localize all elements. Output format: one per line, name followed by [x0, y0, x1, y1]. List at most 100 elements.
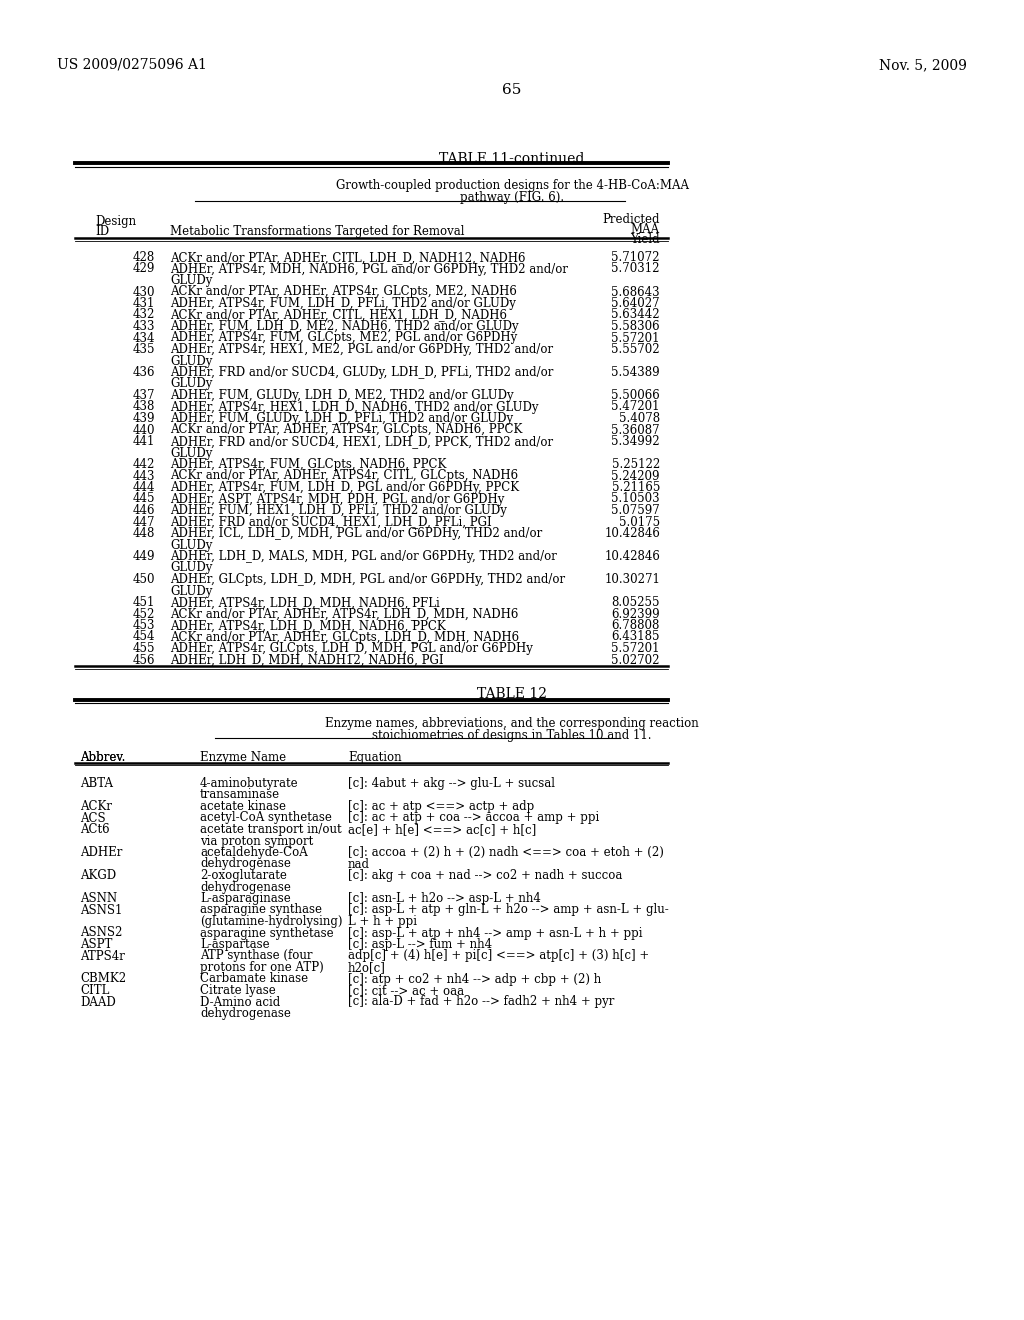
Text: ADHEr, FRD and/or SUCD4, HEX1, LDH_D, PPCK, THD2 and/or: ADHEr, FRD and/or SUCD4, HEX1, LDH_D, PP…	[170, 436, 553, 447]
Text: 432: 432	[133, 309, 155, 322]
Text: ATPS4r: ATPS4r	[80, 949, 125, 962]
Text: L + h + ppi: L + h + ppi	[348, 915, 417, 928]
Text: ACKr and/or PTAr, ADHEr, ATPS4r, GLCpts, ME2, NADH6: ACKr and/or PTAr, ADHEr, ATPS4r, GLCpts,…	[170, 285, 517, 298]
Text: ADHEr, ICL, LDH_D, MDH, PGL and/or G6PDHy, THD2 and/or: ADHEr, ICL, LDH_D, MDH, PGL and/or G6PDH…	[170, 527, 543, 540]
Text: [c]: 4abut + akg --> glu-L + sucsal: [c]: 4abut + akg --> glu-L + sucsal	[348, 777, 555, 789]
Text: ADHEr, ATPS4r, HEX1, ME2, PGL and/or G6PDHy, THD2 and/or: ADHEr, ATPS4r, HEX1, ME2, PGL and/or G6P…	[170, 343, 553, 356]
Text: 452: 452	[133, 607, 155, 620]
Text: acetate transport in/out: acetate transport in/out	[200, 822, 342, 836]
Text: GLUDy: GLUDy	[170, 378, 212, 391]
Text: ACKr and/or PTAr, ADHEr, GLCpts, LDH_D, MDH, NADH6: ACKr and/or PTAr, ADHEr, GLCpts, LDH_D, …	[170, 631, 519, 644]
Text: ACKr and/or PTAr, ADHEr, ATPS4r, GLCpts, NADH6, PPCK: ACKr and/or PTAr, ADHEr, ATPS4r, GLCpts,…	[170, 424, 522, 437]
Text: [c]: cit --> ac + oaa: [c]: cit --> ac + oaa	[348, 983, 464, 997]
Text: 445: 445	[132, 492, 155, 506]
Text: 438: 438	[133, 400, 155, 413]
Text: ADHEr, FUM, HEX1, LDH_D, PFLi, THD2 and/or GLUDy: ADHEr, FUM, HEX1, LDH_D, PFLi, THD2 and/…	[170, 504, 507, 517]
Text: 8.05255: 8.05255	[611, 597, 660, 609]
Text: GLUDy: GLUDy	[170, 355, 212, 367]
Text: 443: 443	[132, 470, 155, 483]
Text: ADHEr, FRD and/or SUCD4, GLUDy, LDH_D, PFLi, THD2 and/or: ADHEr, FRD and/or SUCD4, GLUDy, LDH_D, P…	[170, 366, 553, 379]
Text: 448: 448	[133, 527, 155, 540]
Text: MAA: MAA	[631, 223, 660, 236]
Text: 5.4078: 5.4078	[618, 412, 660, 425]
Text: Design: Design	[95, 215, 136, 228]
Text: 5.71072: 5.71072	[611, 251, 660, 264]
Text: 5.57201: 5.57201	[611, 642, 660, 655]
Text: Growth-coupled production designs for the 4-HB-CoA:MAA: Growth-coupled production designs for th…	[336, 180, 688, 191]
Text: 454: 454	[132, 631, 155, 644]
Text: ACKr and/or PTAr, ADHEr, CITL, HEX1, LDH_D, NADH6: ACKr and/or PTAr, ADHEr, CITL, HEX1, LDH…	[170, 309, 507, 322]
Text: D-Amino acid: D-Amino acid	[200, 995, 281, 1008]
Text: acetaldehyde-CoA: acetaldehyde-CoA	[200, 846, 308, 859]
Text: ASNS1: ASNS1	[80, 903, 123, 916]
Text: 440: 440	[132, 424, 155, 437]
Text: 430: 430	[132, 285, 155, 298]
Text: CBMK2: CBMK2	[80, 973, 126, 986]
Text: 5.02702: 5.02702	[611, 653, 660, 667]
Text: Yield: Yield	[631, 234, 660, 246]
Text: 5.70312: 5.70312	[611, 263, 660, 276]
Text: protons for one ATP): protons for one ATP)	[200, 961, 324, 974]
Text: ADHEr, ATPS4r, GLCpts, LDH_D, MDH, PGL and/or G6PDHy: ADHEr, ATPS4r, GLCpts, LDH_D, MDH, PGL a…	[170, 642, 532, 655]
Text: 455: 455	[132, 642, 155, 655]
Text: dehydrogenase: dehydrogenase	[200, 858, 291, 870]
Text: 5.63442: 5.63442	[611, 309, 660, 322]
Text: ADHEr: ADHEr	[80, 846, 123, 859]
Text: 5.21165: 5.21165	[611, 480, 660, 494]
Text: ADHEr, LDH_D, MDH, NADH12, NADH6, PGI: ADHEr, LDH_D, MDH, NADH12, NADH6, PGI	[170, 653, 443, 667]
Text: 449: 449	[132, 550, 155, 564]
Text: Enzyme names, abbreviations, and the corresponding reaction: Enzyme names, abbreviations, and the cor…	[326, 717, 698, 730]
Text: 2-oxoglutarate: 2-oxoglutarate	[200, 869, 287, 882]
Text: 456: 456	[132, 653, 155, 667]
Text: Equation: Equation	[348, 751, 401, 764]
Text: Carbamate kinase: Carbamate kinase	[200, 973, 308, 986]
Text: 429: 429	[133, 263, 155, 276]
Text: ac[e] + h[e] <==> ac[c] + h[c]: ac[e] + h[e] <==> ac[c] + h[c]	[348, 822, 537, 836]
Text: ADHEr, ATPS4r, FUM, LDH_D, PFLi, THD2 and/or GLUDy: ADHEr, ATPS4r, FUM, LDH_D, PFLi, THD2 an…	[170, 297, 516, 310]
Text: ADHEr, ATPS4r, LDH_D, MDH, NADH6, PFLi: ADHEr, ATPS4r, LDH_D, MDH, NADH6, PFLi	[170, 597, 439, 609]
Text: 5.34992: 5.34992	[611, 436, 660, 447]
Text: Nov. 5, 2009: Nov. 5, 2009	[880, 58, 967, 73]
Text: 444: 444	[132, 480, 155, 494]
Text: 428: 428	[133, 251, 155, 264]
Text: GLUDy: GLUDy	[170, 585, 212, 598]
Text: (glutamine-hydrolysing): (glutamine-hydrolysing)	[200, 915, 342, 928]
Text: asparagine synthase: asparagine synthase	[200, 903, 322, 916]
Text: 5.25122: 5.25122	[611, 458, 660, 471]
Text: 451: 451	[133, 597, 155, 609]
Text: GLUDy: GLUDy	[170, 561, 212, 574]
Text: 433: 433	[132, 319, 155, 333]
Text: 5.64027: 5.64027	[611, 297, 660, 310]
Text: 5.36087: 5.36087	[611, 424, 660, 437]
Text: ADHEr, ATPS4r, FUM, GLCpts, ME2, PGL and/or G6PDHy: ADHEr, ATPS4r, FUM, GLCpts, ME2, PGL and…	[170, 331, 517, 345]
Text: 5.24209: 5.24209	[611, 470, 660, 483]
Text: ADHEr, LDH_D, MALS, MDH, PGL and/or G6PDHy, THD2 and/or: ADHEr, LDH_D, MALS, MDH, PGL and/or G6PD…	[170, 550, 557, 564]
Text: 5.50066: 5.50066	[611, 389, 660, 403]
Text: 10.42846: 10.42846	[604, 550, 660, 564]
Text: 10.42846: 10.42846	[604, 527, 660, 540]
Text: 5.47201: 5.47201	[611, 400, 660, 413]
Text: 439: 439	[132, 412, 155, 425]
Text: [c]: ac + atp + coa --> accoa + amp + ppi: [c]: ac + atp + coa --> accoa + amp + pp…	[348, 812, 599, 825]
Text: 5.58306: 5.58306	[611, 319, 660, 333]
Text: 5.68643: 5.68643	[611, 285, 660, 298]
Text: [c]: asp-L --> fum + nh4: [c]: asp-L --> fum + nh4	[348, 939, 493, 950]
Text: ATP synthase (four: ATP synthase (four	[200, 949, 312, 962]
Text: ADHEr, ATPS4r, MDH, NADH6, PGL and/or G6PDHy, THD2 and/or: ADHEr, ATPS4r, MDH, NADH6, PGL and/or G6…	[170, 263, 568, 276]
Text: Abbrev.: Abbrev.	[80, 751, 125, 764]
Text: 435: 435	[132, 343, 155, 356]
Text: 5.57201: 5.57201	[611, 331, 660, 345]
Text: CITL: CITL	[80, 983, 110, 997]
Text: ACt6: ACt6	[80, 822, 110, 836]
Text: 5.10503: 5.10503	[611, 492, 660, 506]
Text: ADHEr, ATPS4r, LDH_D, MDH, NADH6, PPCK: ADHEr, ATPS4r, LDH_D, MDH, NADH6, PPCK	[170, 619, 445, 632]
Text: ADHEr, FUM, GLUDy, LDH_D, ME2, THD2 and/or GLUDy: ADHEr, FUM, GLUDy, LDH_D, ME2, THD2 and/…	[170, 389, 514, 403]
Text: 10.30271: 10.30271	[604, 573, 660, 586]
Text: stoichiometries of designs in Tables 10 and 11.: stoichiometries of designs in Tables 10 …	[373, 729, 651, 742]
Text: ASNN: ASNN	[80, 892, 117, 906]
Text: 4-aminobutyrate: 4-aminobutyrate	[200, 777, 299, 789]
Text: Predicted: Predicted	[602, 213, 660, 226]
Text: GLUDy: GLUDy	[170, 446, 212, 459]
Text: ACS: ACS	[80, 812, 105, 825]
Text: DAAD: DAAD	[80, 995, 116, 1008]
